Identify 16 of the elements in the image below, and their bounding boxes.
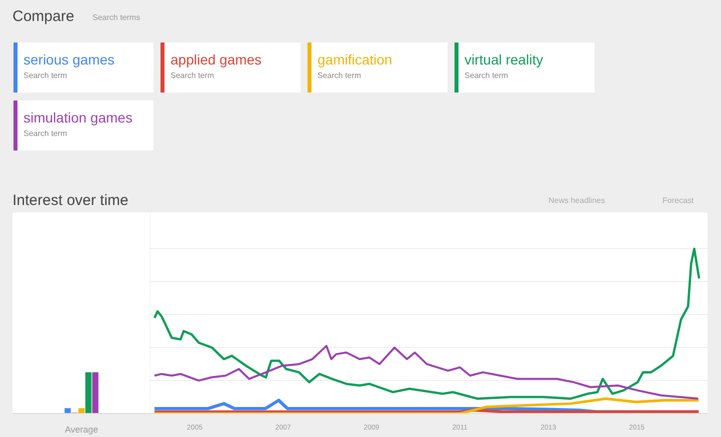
text: applied games	[170, 52, 262, 68]
x-tick-label: Average	[64, 424, 98, 434]
text: Compare	[12, 8, 74, 25]
text: Forecast	[662, 196, 694, 205]
text: virtual reality	[464, 52, 544, 68]
text: simulation games	[24, 110, 132, 126]
text: Search terms	[92, 13, 140, 22]
chart-title: Interest over time	[12, 192, 128, 209]
text: Search term	[170, 71, 214, 80]
text: Search term	[24, 71, 68, 80]
text: Search term	[318, 71, 362, 80]
text: serious games	[24, 52, 115, 68]
text: gamification	[318, 52, 392, 68]
text: Search term	[464, 71, 508, 80]
text: News headlines	[548, 196, 605, 205]
text: Search term	[24, 129, 68, 138]
